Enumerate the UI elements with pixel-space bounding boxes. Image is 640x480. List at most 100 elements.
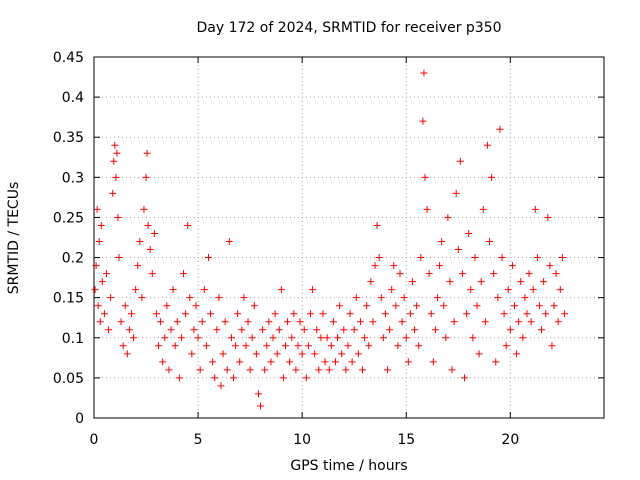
data-point (196, 366, 204, 374)
data-point (294, 342, 302, 350)
data-point (273, 350, 281, 358)
data-point (498, 254, 506, 262)
data-point (515, 318, 523, 326)
data-point (146, 246, 154, 254)
data-point (159, 358, 167, 366)
data-point (238, 326, 246, 334)
y-tick-labels: 0 0.05 0.1 0.15 0.2 0.25 0.3 0.35 0.4 0.45 (53, 50, 84, 427)
data-point (93, 205, 101, 213)
y-tick-label: 0.45 (53, 50, 84, 66)
data-point (420, 69, 428, 77)
data-point (473, 302, 481, 310)
data-point (442, 334, 450, 342)
data-point (121, 302, 129, 310)
data-point (225, 238, 233, 246)
data-point (169, 286, 177, 294)
data-point (123, 350, 131, 358)
data-point (456, 157, 464, 165)
data-point (513, 350, 521, 358)
data-point (171, 342, 179, 350)
data-point (379, 334, 387, 342)
data-point (167, 326, 175, 334)
data-point (186, 294, 194, 302)
data-point (463, 310, 471, 318)
data-point (411, 326, 419, 334)
data-point (519, 334, 527, 342)
data-point (552, 270, 560, 278)
data-point (265, 318, 273, 326)
x-tick-label: 10 (293, 432, 311, 448)
data-point (113, 149, 121, 157)
data-point (540, 278, 548, 286)
data-point (469, 334, 477, 342)
data-point (296, 318, 304, 326)
y-tick-label: 0.15 (53, 291, 84, 307)
data-point (198, 318, 206, 326)
data-point (371, 262, 379, 270)
x-tick-label: 0 (90, 432, 99, 448)
data-point (454, 246, 462, 254)
data-point (502, 342, 510, 350)
data-point (259, 326, 267, 334)
data-point (246, 366, 254, 374)
data-point (130, 334, 138, 342)
data-point (429, 358, 437, 366)
data-point (290, 310, 298, 318)
data-point (242, 342, 250, 350)
data-point (479, 205, 487, 213)
data-point (517, 278, 525, 286)
data-point (271, 310, 279, 318)
data-point (252, 350, 260, 358)
data-point (384, 366, 392, 374)
data-point (163, 302, 171, 310)
data-point (523, 310, 531, 318)
data-point (202, 342, 210, 350)
data-point (109, 189, 117, 197)
data-point (138, 294, 146, 302)
data-point (427, 310, 435, 318)
x-tick-label: 20 (501, 432, 519, 448)
data-point (338, 350, 346, 358)
data-point (213, 326, 221, 334)
data-point (175, 374, 183, 382)
data-point (458, 270, 466, 278)
data-point (425, 270, 433, 278)
data-point (394, 342, 402, 350)
data-point (304, 342, 312, 350)
data-point (110, 157, 118, 165)
data-point (348, 358, 356, 366)
data-point (300, 326, 308, 334)
data-point (152, 310, 160, 318)
data-point (352, 294, 360, 302)
y-tick-label: 0.35 (53, 130, 84, 146)
data-point (234, 310, 242, 318)
data-point (471, 254, 479, 262)
data-point (143, 149, 151, 157)
data-point (232, 342, 240, 350)
data-point (361, 334, 369, 342)
data-point (356, 318, 364, 326)
data-point (117, 318, 125, 326)
data-point (421, 173, 429, 181)
data-point (165, 366, 173, 374)
data-point (508, 262, 516, 270)
data-point (134, 262, 142, 270)
data-point (359, 366, 367, 374)
data-point (204, 254, 212, 262)
data-point (257, 402, 265, 410)
data-point (342, 366, 350, 374)
data-point (396, 270, 404, 278)
data-point (538, 326, 546, 334)
data-point (475, 350, 483, 358)
data-point (277, 286, 285, 294)
data-point (313, 326, 321, 334)
data-point (261, 366, 269, 374)
data-point (298, 350, 306, 358)
data-point (200, 286, 208, 294)
data-point (127, 310, 135, 318)
data-point (114, 213, 122, 221)
data-point (95, 238, 103, 246)
x-axis-label: GPS time / hours (290, 458, 407, 474)
data-point (496, 125, 504, 133)
